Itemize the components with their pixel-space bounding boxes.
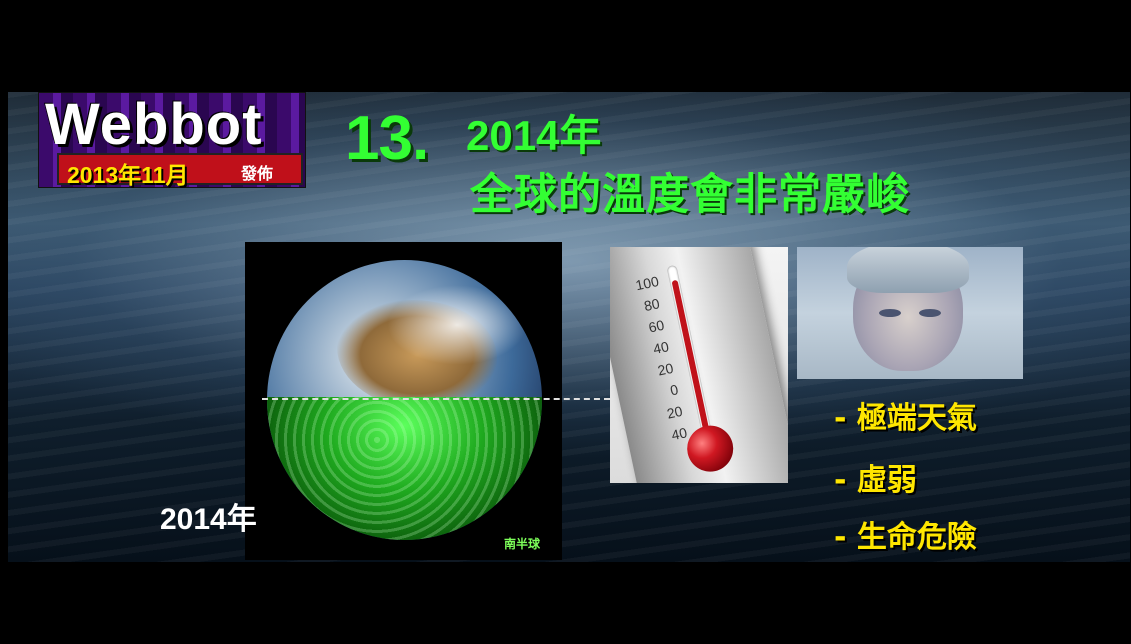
earth-year-label: 2014年 [160,503,257,536]
bullet-weakness: - 虛弱 [834,463,917,498]
equator-dashed-line [262,398,610,400]
southern-hemisphere-highlight [267,397,542,540]
item-number: 13. [345,104,429,173]
tick-label: 20 [665,402,684,422]
hemisphere-label: 南半球 [504,537,541,551]
earth-clouds [387,285,527,365]
earth-globe [267,260,542,540]
logo-release: 發佈 [241,164,274,183]
thermometer-image: 100 80 60 40 20 0 20 40 [610,247,788,483]
thermometer-icon: 100 80 60 40 20 0 20 40 [610,247,788,483]
boy-eye [879,309,901,317]
boy-hair [847,247,969,293]
tick-label: 40 [669,424,689,444]
tick-label: 100 [634,272,661,294]
logo-date-box: 2013年11月 發佈 [57,153,303,188]
tick-label: 40 [651,338,671,358]
tick-label: 80 [642,295,662,315]
tick-label: 60 [647,316,666,336]
bullet-extreme-weather: - 極端天氣 [834,401,977,436]
title-subtitle: 全球的溫度會非常嚴峻 [470,170,910,220]
tick-label: 20 [656,359,675,379]
webbot-logo: Webbot 2013年11月 發佈 [38,92,306,188]
boy-eye [919,309,941,317]
logo-date: 2013年11月 [67,162,189,188]
thermometer-bulb [682,421,738,476]
tick-label: 0 [668,381,680,399]
sick-boy-image [797,247,1023,379]
earth-image [245,242,562,560]
bullet-life-danger: - 生命危險 [834,520,977,555]
logo-word: Webbot [45,92,263,157]
title-year: 2014年 [466,112,602,159]
